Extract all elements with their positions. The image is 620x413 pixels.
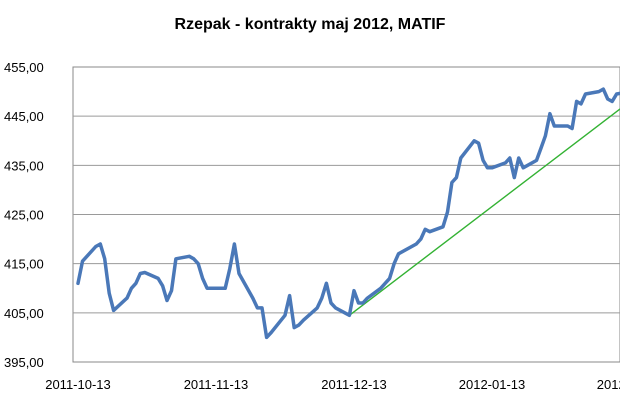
y-tick-label: 395,00 <box>4 355 44 370</box>
y-tick-label: 405,00 <box>4 306 44 321</box>
price-series-line <box>76 87 620 340</box>
x-tick-label: 2012-01-13 <box>459 377 526 392</box>
y-axis-tick-labels: 395,00 405,00 415,00 425,00 435,00 445,00 455,… <box>4 60 44 370</box>
x-tick-label: 2011-11-13 <box>184 377 249 392</box>
x-tick-label: 2012-02-13 <box>597 377 620 392</box>
x-tick-label: 2011-10-13 <box>45 377 111 392</box>
y-tick-label: 455,00 <box>4 60 44 75</box>
trend-line <box>348 108 620 316</box>
x-tick-label: 2011-12-13 <box>321 377 387 392</box>
y-tick-label: 425,00 <box>4 208 44 223</box>
y-tick-label: 445,00 <box>4 109 44 124</box>
y-tick-label: 435,00 <box>4 158 44 173</box>
chart-title: Rzepak - kontrakty maj 2012, MATIF <box>174 16 446 33</box>
x-axis-tick-labels: 2011-10-13 2011-11-13 2011-12-13 2012-01-13… <box>45 377 620 392</box>
gridlines <box>73 115 620 314</box>
y-tick-label: 415,00 <box>4 257 44 272</box>
series-layer <box>76 87 620 340</box>
